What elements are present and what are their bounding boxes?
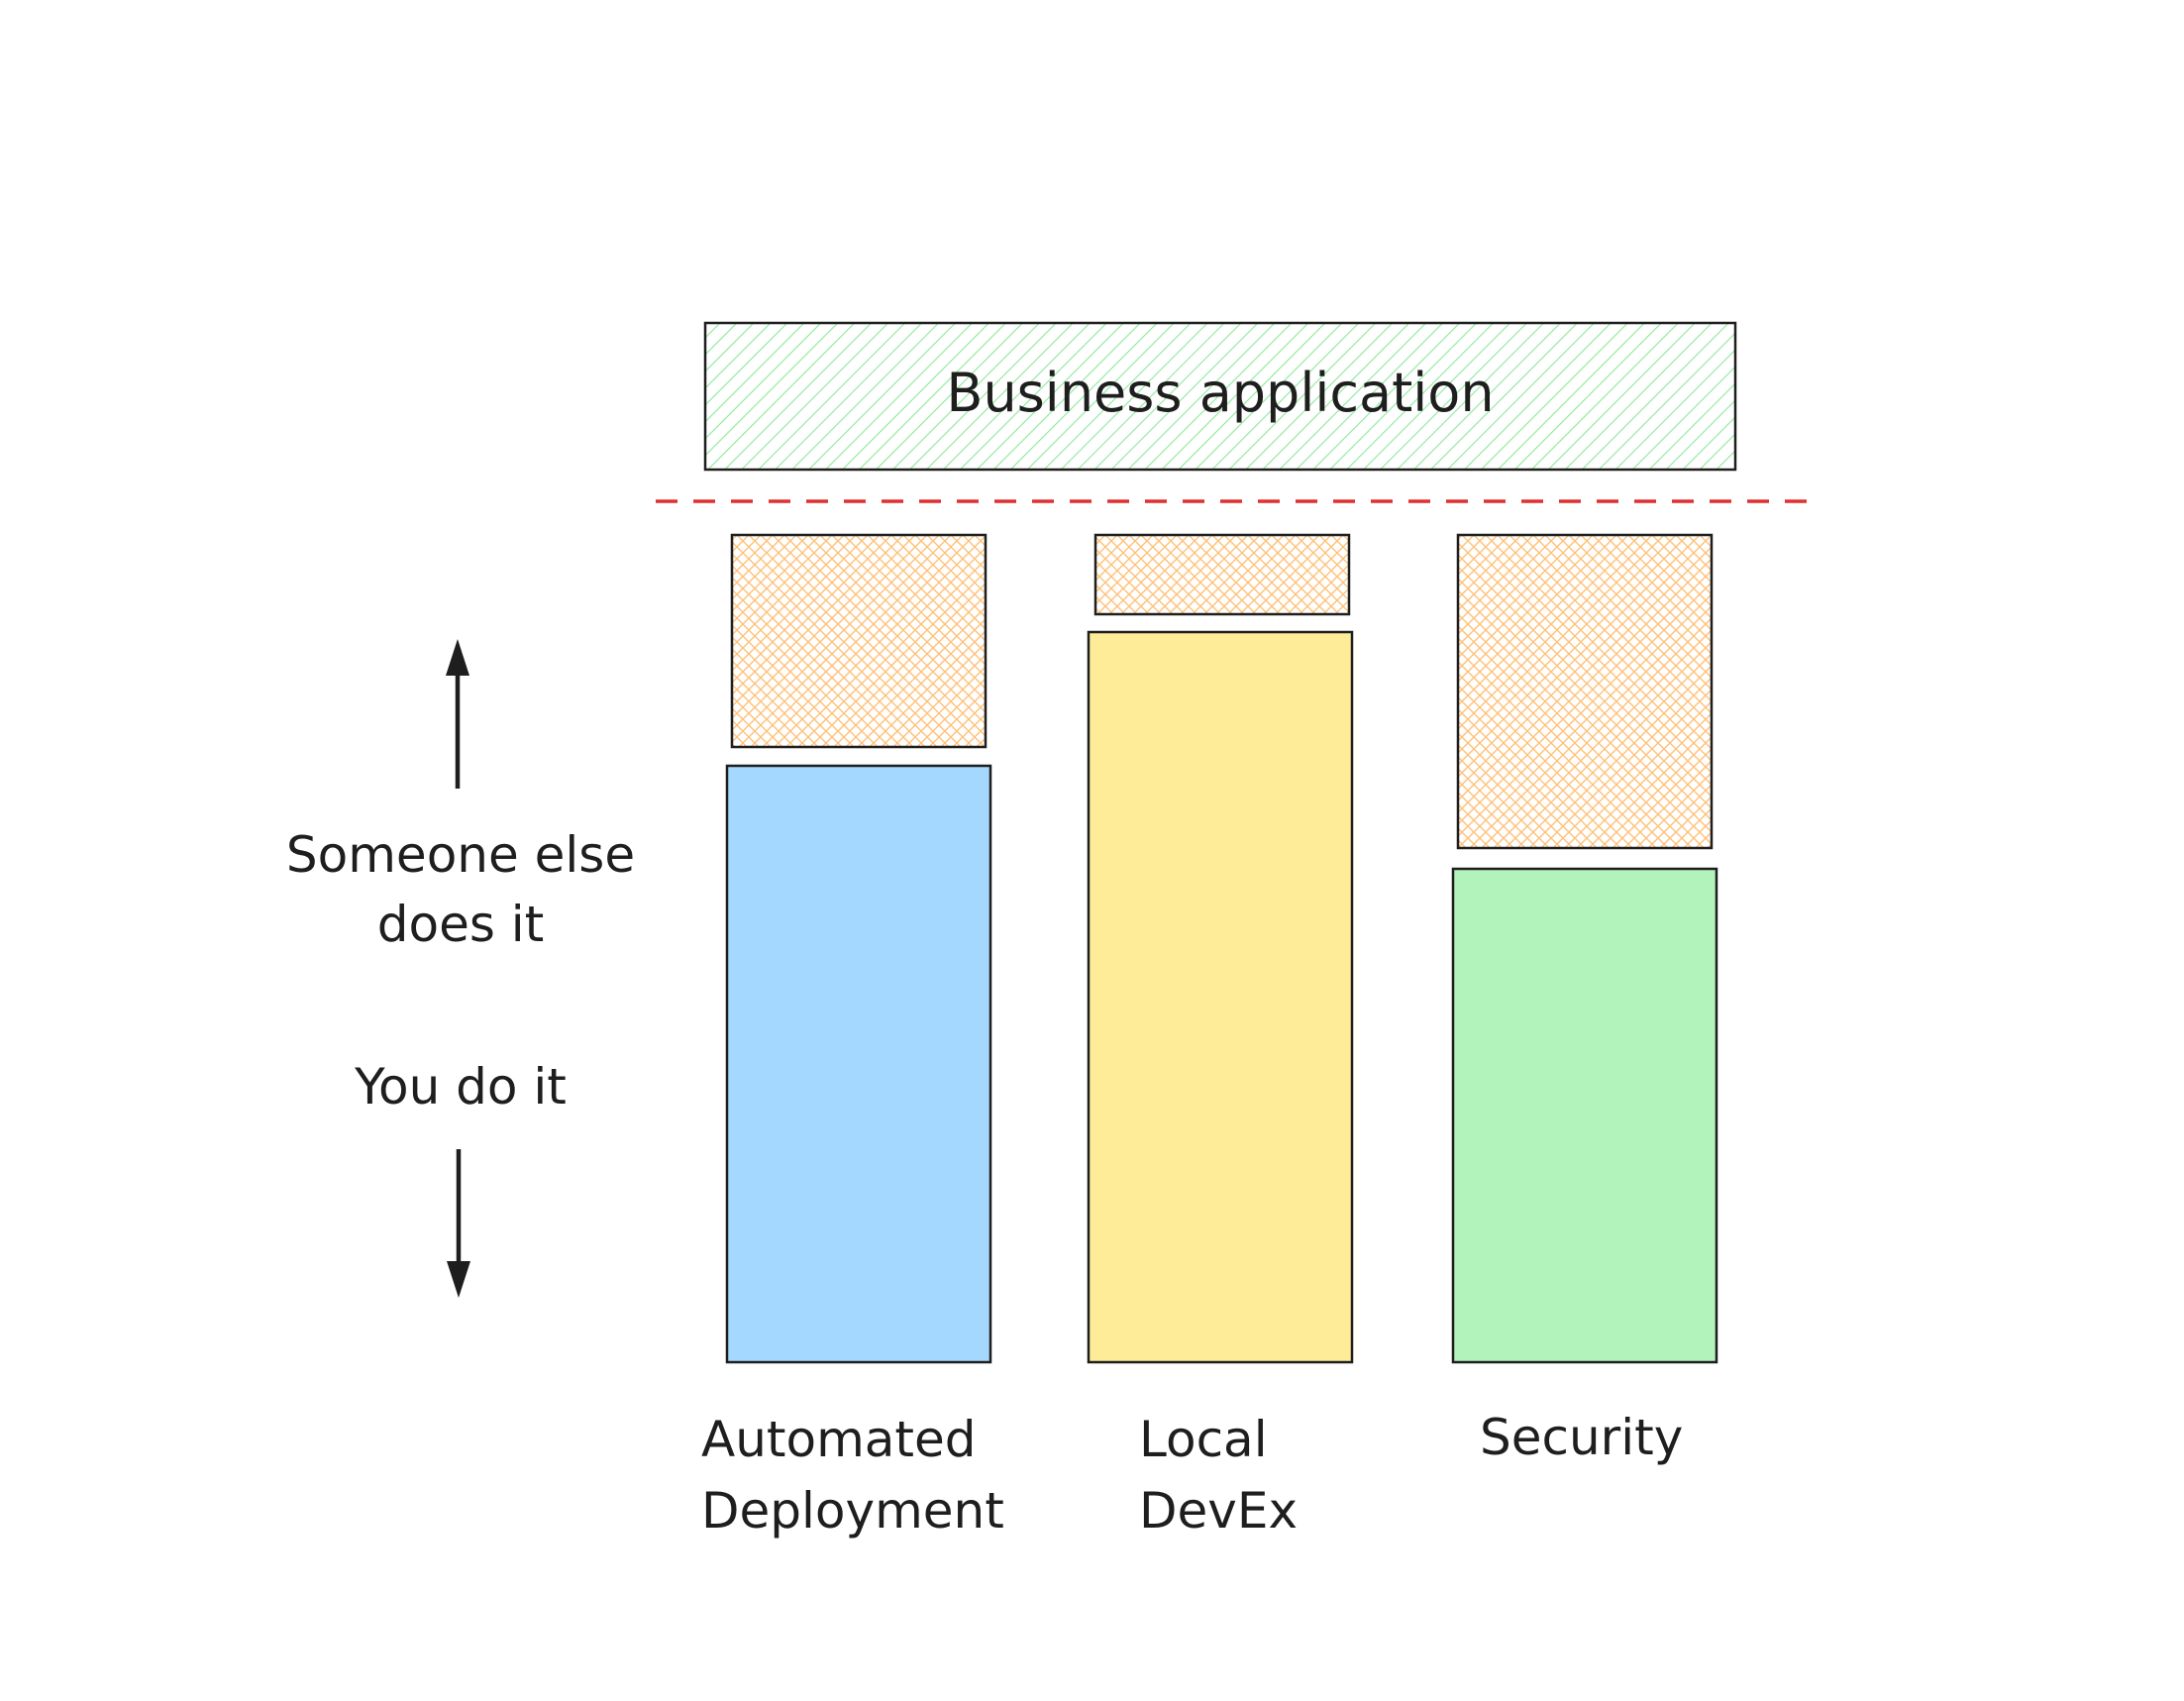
column-automated-deployment: Automated Deployment: [701, 533, 1004, 1540]
someone-else-label-line1: Someone else: [286, 826, 635, 884]
local-devex-label-line1: Local: [1139, 1411, 1268, 1468]
responsibility-axis: Someone else does it You do it: [286, 639, 635, 1298]
you-do-it-label: You do it: [354, 1058, 567, 1116]
column-local-devex: Local DevEx: [1087, 533, 1354, 1540]
security-someone-else-block: [1456, 533, 1714, 850]
arrow-down-icon: [447, 1261, 470, 1298]
business-application-rect: [703, 321, 1737, 472]
business-application-box: Business application: [703, 321, 1737, 472]
automated-deployment-label-line2: Deployment: [701, 1482, 1004, 1540]
arrow-up-icon: [446, 639, 469, 676]
automated-deployment-you-block: [725, 764, 992, 1364]
security-you-block: [1451, 867, 1718, 1364]
local-devex-someone-else-block: [1093, 533, 1351, 616]
someone-else-label-line2: does it: [377, 896, 545, 953]
local-devex-label-line2: DevEx: [1139, 1482, 1298, 1540]
security-label: Security: [1480, 1409, 1683, 1466]
automated-deployment-someone-else-block: [730, 533, 988, 749]
automated-deployment-label-line1: Automated: [701, 1411, 977, 1468]
local-devex-you-block: [1087, 630, 1354, 1364]
column-security: Security: [1451, 533, 1718, 1466]
business-application-label: Business application: [946, 362, 1494, 424]
